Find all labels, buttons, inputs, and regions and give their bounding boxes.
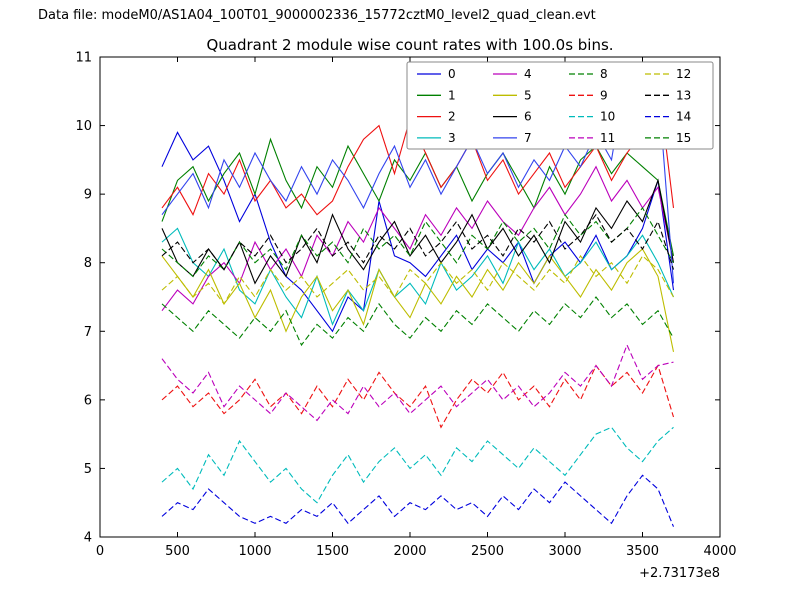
legend-label-8: 8 — [600, 67, 608, 81]
series-line-9 — [161, 364, 675, 429]
y-tick-label: 10 — [75, 119, 92, 134]
legend-label-7: 7 — [524, 131, 532, 145]
x-axis-offset-label: +2.73173e8 — [639, 566, 720, 581]
y-tick-label: 11 — [75, 51, 92, 66]
y-tick-label: 4 — [84, 531, 92, 546]
series-line-11 — [161, 343, 674, 422]
x-tick-label: 3500 — [626, 544, 659, 559]
series-line-3 — [161, 227, 675, 326]
series-line-15 — [161, 296, 674, 347]
legend-label-14: 14 — [676, 110, 691, 124]
legend-label-3: 3 — [448, 131, 456, 145]
y-tick-label: 8 — [84, 256, 92, 271]
x-tick-label: 2500 — [471, 544, 504, 559]
legend-label-10: 10 — [600, 110, 615, 124]
x-tick-label: 1000 — [238, 544, 271, 559]
legend-label-5: 5 — [524, 88, 532, 102]
series-line-12 — [161, 254, 674, 305]
x-tick-label: 3000 — [548, 544, 581, 559]
legend-label-0: 0 — [448, 67, 456, 81]
legend-label-15: 15 — [676, 131, 691, 145]
series-line-0 — [161, 131, 675, 333]
x-tick-label: 500 — [165, 544, 190, 559]
legend-label-9: 9 — [600, 88, 608, 102]
series-line-7 — [161, 67, 675, 284]
y-tick-label: 7 — [84, 325, 92, 340]
series-line-1 — [161, 137, 675, 257]
legend-label-12: 12 — [676, 67, 691, 81]
legend-label-6: 6 — [524, 110, 532, 124]
series-line-14 — [161, 474, 675, 527]
legend-box — [406, 61, 714, 150]
y-tick-label: 5 — [84, 462, 92, 477]
legend-label-4: 4 — [524, 67, 532, 81]
x-tick-label: 1500 — [316, 544, 349, 559]
legend-label-2: 2 — [448, 110, 456, 124]
series-line-13 — [161, 213, 675, 271]
series-line-10 — [161, 426, 674, 504]
datafile-label: Data file: modeM0/AS1A04_100T01_90000023… — [38, 8, 596, 23]
legend-label-1: 1 — [448, 88, 456, 102]
legend-label-13: 13 — [676, 88, 691, 102]
x-tick-label: 0 — [96, 544, 104, 559]
y-tick-label: 6 — [84, 393, 92, 408]
x-tick-label: 2000 — [393, 544, 426, 559]
chart-title: Quadrant 2 module wise count rates with … — [206, 36, 614, 54]
series-line-5 — [161, 248, 675, 353]
series-line-8 — [161, 206, 674, 278]
x-tick-label: 4000 — [703, 544, 736, 559]
legend-label-11: 11 — [600, 131, 615, 145]
y-tick-label: 9 — [84, 188, 92, 203]
